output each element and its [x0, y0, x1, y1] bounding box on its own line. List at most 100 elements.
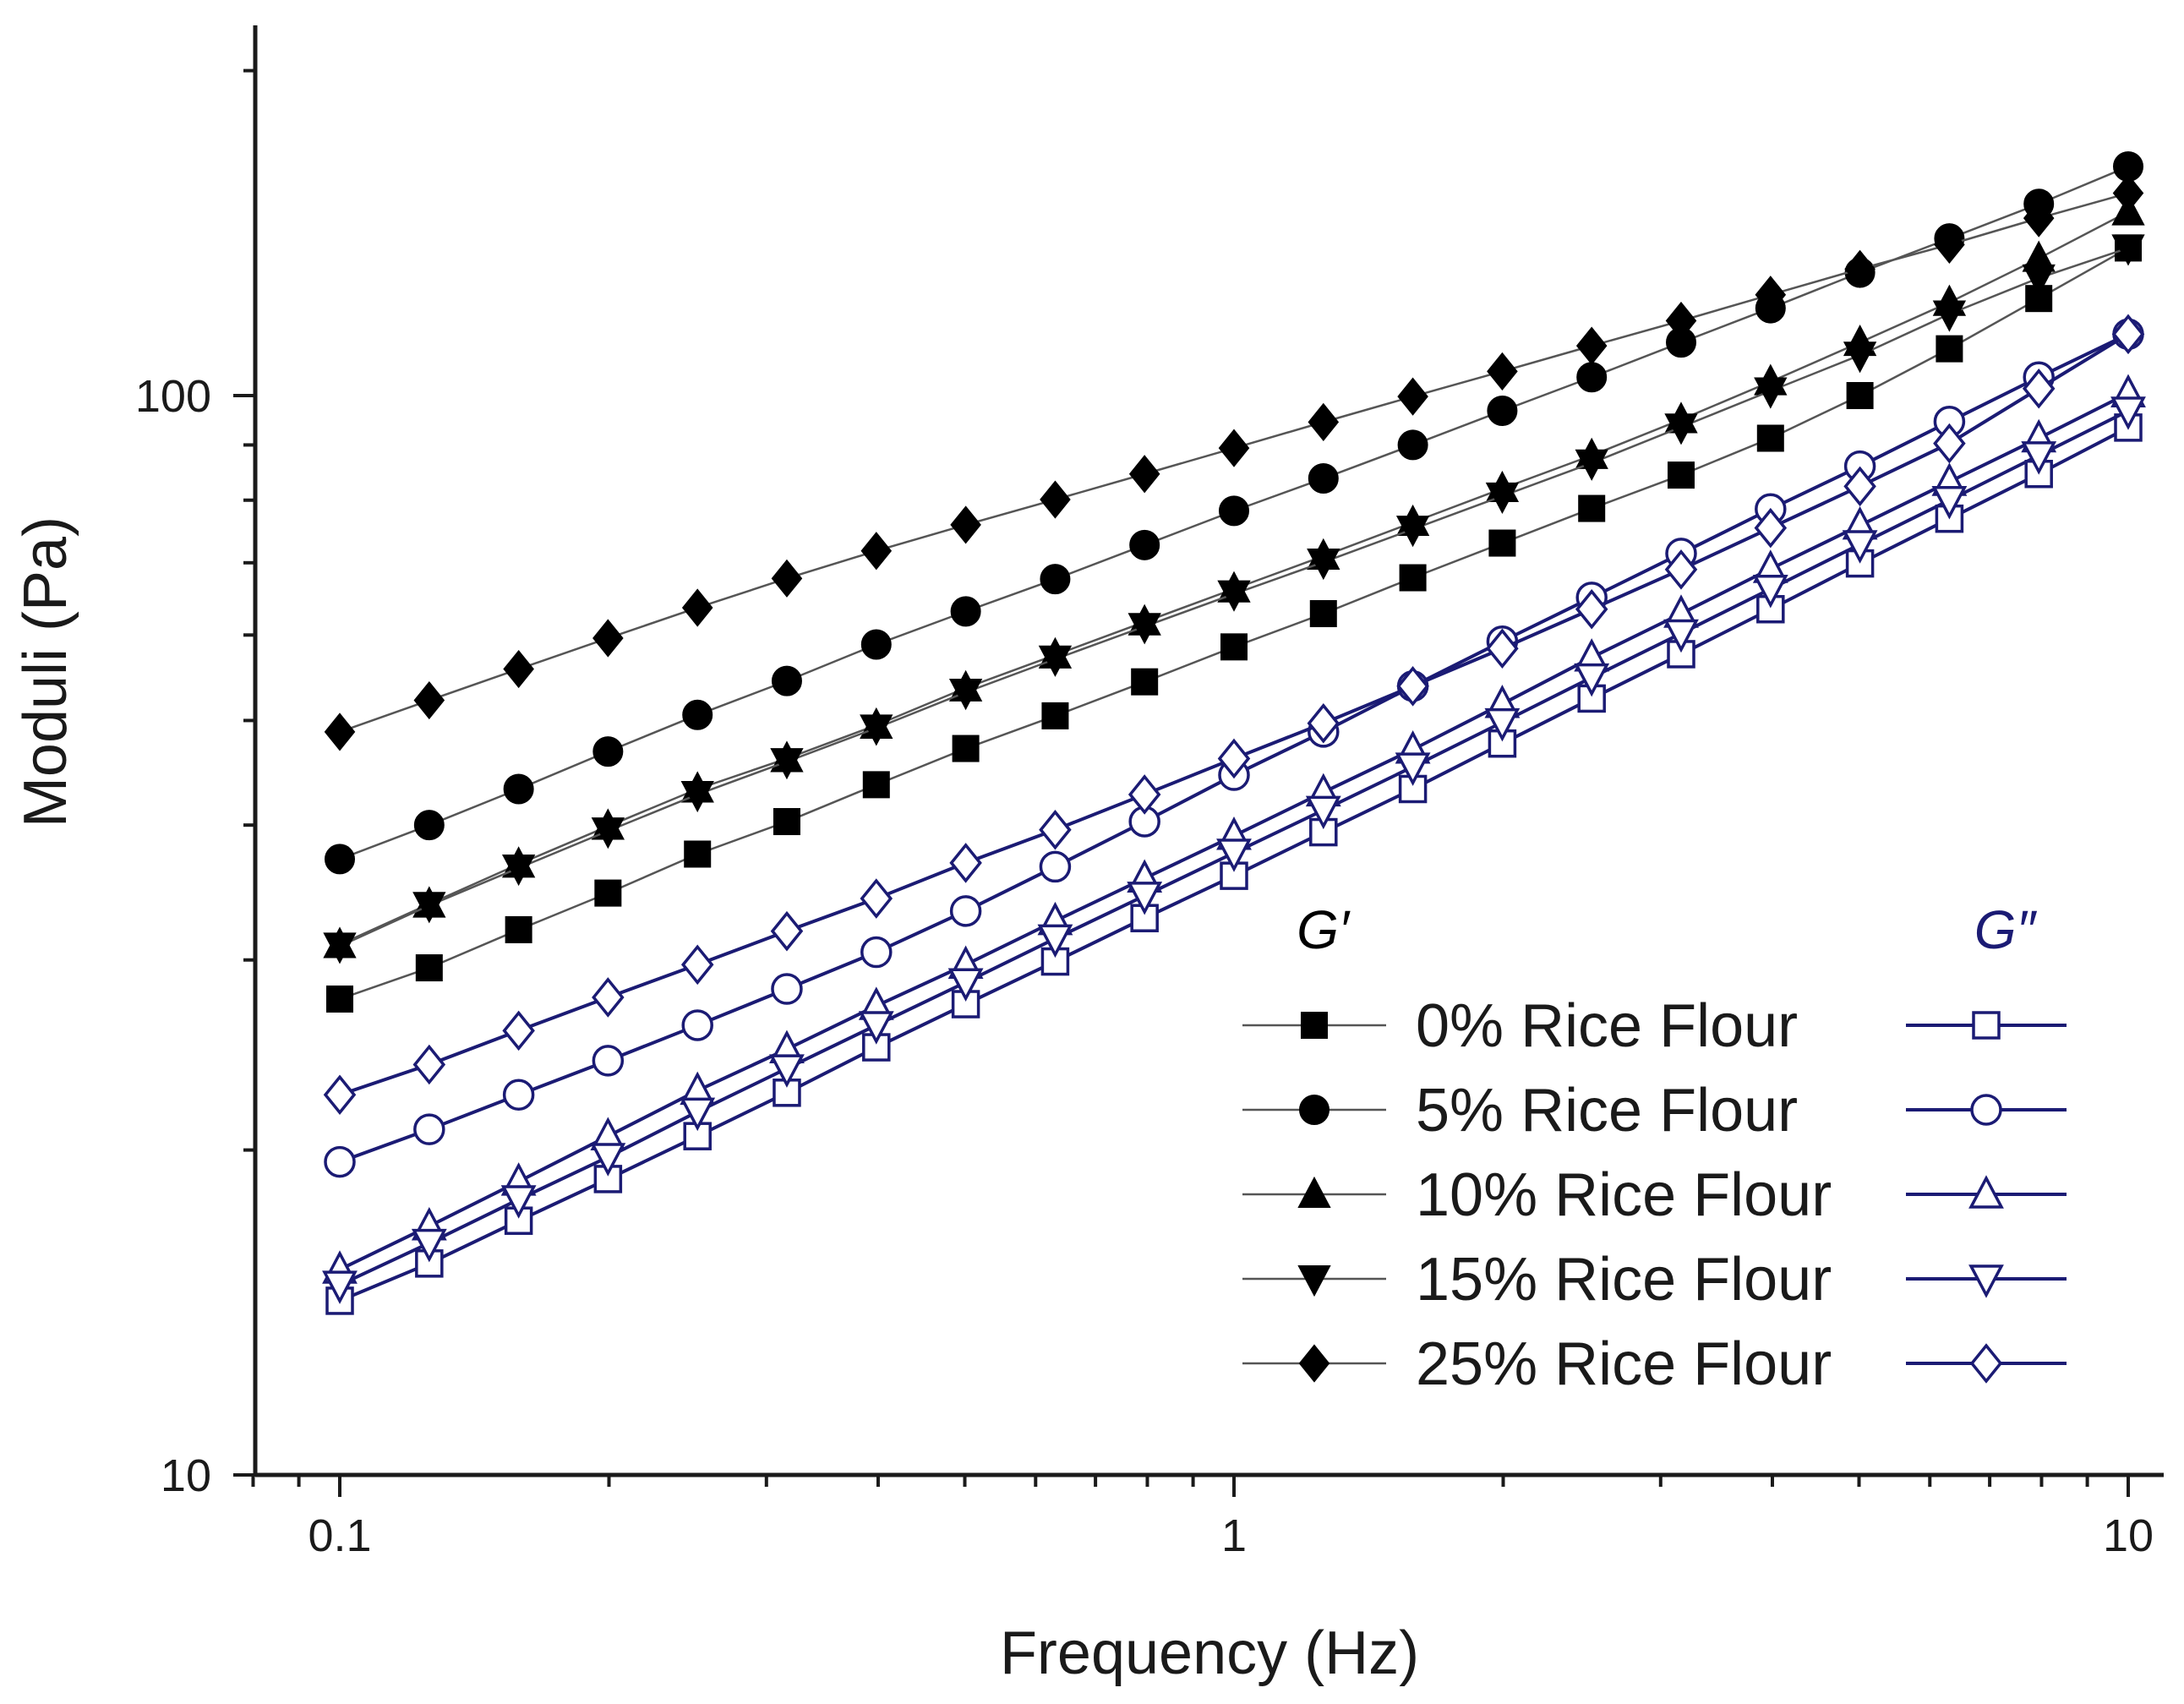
minor-ticks [233, 68, 2130, 1497]
data-point [682, 699, 713, 730]
data-point [2022, 368, 2056, 409]
data-point [1663, 619, 1699, 653]
data-point [1933, 423, 1966, 464]
data-point [1218, 429, 1250, 467]
data-point [770, 910, 804, 952]
data-point [2111, 234, 2145, 266]
y-tick-label: 100 [135, 371, 211, 422]
data-point [771, 973, 803, 1005]
data-point [949, 895, 982, 927]
data-point [1039, 809, 1072, 850]
data-point [324, 713, 356, 751]
data-point [858, 1011, 894, 1045]
data-point [594, 879, 622, 907]
data-point [860, 714, 893, 746]
data-point [592, 1045, 625, 1077]
data-point [1574, 663, 1610, 697]
data-point [1127, 613, 1161, 645]
series-layer [322, 151, 2146, 1315]
data-point [1307, 549, 1340, 581]
x-tick-label: 10 [2103, 1510, 2154, 1561]
data-point [681, 588, 713, 627]
data-point [950, 505, 981, 544]
data-point [1486, 628, 1519, 669]
data-point [1576, 362, 1608, 393]
series-storage-25pct [324, 173, 2144, 751]
legend-marker-loss [1969, 1343, 2003, 1384]
data-point [681, 1009, 713, 1041]
data-point [322, 1270, 358, 1304]
y-tick-label: 10 [161, 1450, 211, 1501]
legend-row: 10% Rice Flour [1242, 1161, 2067, 1229]
data-point [1220, 633, 1248, 661]
data-point [771, 665, 802, 696]
data-point [503, 773, 534, 805]
series-loss-5pct [324, 318, 2144, 1178]
data-point [862, 771, 890, 799]
data-point [1127, 882, 1163, 915]
data-point [1487, 396, 1518, 427]
data-point [1578, 494, 1606, 522]
legend-label: 0% Rice Flour [1416, 992, 1798, 1060]
data-point [412, 1044, 446, 1085]
data-point [1128, 455, 1160, 494]
plot-frame [253, 25, 2164, 1477]
data-point [1575, 449, 1608, 481]
data-point [680, 1097, 716, 1132]
data-point [1397, 429, 1428, 461]
legend-label: 5% Rice Flour [1416, 1077, 1798, 1144]
data-point [324, 1145, 356, 1178]
data-point [1399, 564, 1427, 592]
data-point [2110, 396, 2146, 430]
data-point [500, 1185, 537, 1219]
legend-marker-loss [1968, 1264, 2004, 1298]
data-point [1217, 580, 1251, 612]
data-point [501, 854, 536, 887]
data-point [1936, 335, 1963, 363]
tick-labels: 0.1 1 10 10 100 [135, 371, 2154, 1561]
series-storage-5pct [325, 151, 2143, 875]
data-point [1485, 482, 1520, 515]
data-point [502, 1010, 535, 1051]
data-point [1129, 529, 1160, 560]
data-point [1395, 516, 1430, 548]
data-point [413, 680, 445, 720]
data-point [1309, 600, 1337, 628]
data-point [1932, 300, 1967, 332]
data-point [1039, 850, 1072, 883]
data-point [1395, 752, 1431, 786]
data-point [1934, 225, 1965, 264]
data-point [1575, 588, 1608, 630]
data-point [1488, 529, 1516, 557]
data-point [1843, 466, 1876, 507]
data-point [952, 735, 980, 762]
legend-label: 25% Rice Flour [1416, 1330, 1832, 1398]
data-point [1931, 486, 1968, 520]
y-axis-title: Moduli (Pa) [12, 516, 79, 827]
data-point [326, 985, 353, 1013]
data-point [1754, 507, 1788, 549]
data-point [860, 936, 893, 969]
data-point [1842, 530, 1878, 564]
x-tick-label: 0.1 [308, 1510, 371, 1561]
legend-marker-loss [1972, 1011, 2001, 1040]
legend-row: 25% Rice Flour [1242, 1330, 2067, 1398]
data-point [860, 532, 893, 571]
data-point [323, 1074, 357, 1116]
data-point [1665, 301, 1697, 341]
series-storage-0pct [326, 234, 2142, 1013]
data-point [1038, 645, 1073, 677]
data-point [325, 844, 355, 875]
data-point [1127, 774, 1161, 815]
data-point [773, 808, 800, 836]
data-point [947, 968, 984, 1002]
data-point [1037, 924, 1073, 958]
data-point [2023, 199, 2055, 238]
data-point [1664, 413, 1698, 445]
data-point [412, 892, 446, 924]
data-point [680, 944, 714, 986]
legend-label: 10% Rice Flour [1416, 1161, 1832, 1229]
data-point [1487, 352, 1518, 390]
legend-row: 0% Rice Flour [1242, 992, 2067, 1060]
